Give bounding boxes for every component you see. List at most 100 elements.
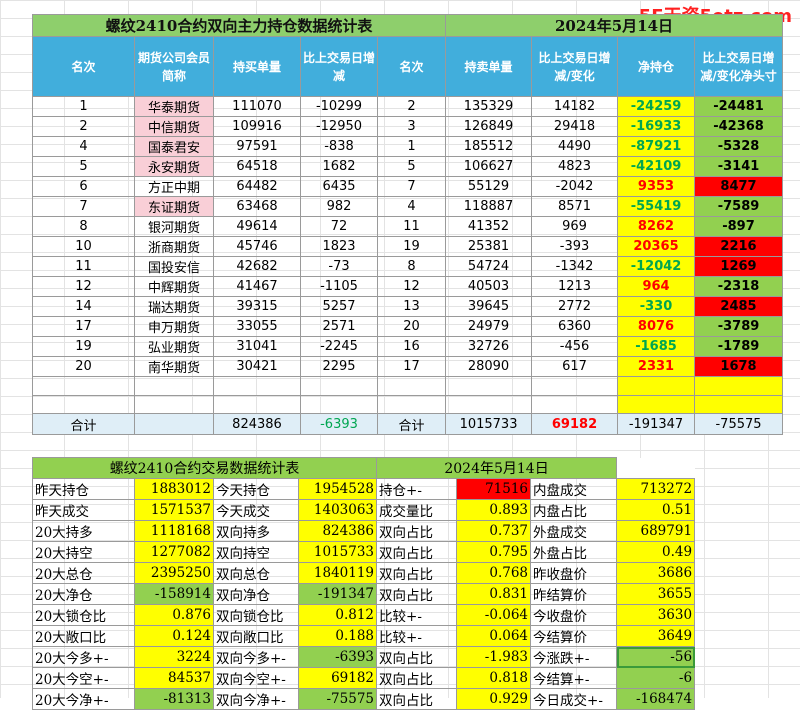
table-cell: -12950 xyxy=(300,116,378,137)
table-cell: 185512 xyxy=(445,136,533,157)
table-cell: 昨天成交 xyxy=(32,499,135,521)
table-cell: 135329 xyxy=(445,96,533,117)
table-row: 19 弘业期货 31041 -2245 16 32726 -456 -1685 -1789 xyxy=(32,336,784,357)
table-cell: 国投安信 xyxy=(134,256,214,277)
trade-table: 螺纹2410合约交易数据统计表 2024年5月14日 昨天持仓 1883012 今天… xyxy=(31,457,696,710)
table-cell: 20大锁仓比 xyxy=(32,604,135,626)
table-row: 17 申万期货 33055 2571 20 24979 6360 8076 -3789 xyxy=(32,316,784,337)
table-row: 20大锁仓比 0.876 双向锁仓比 0.812 比较+- -0.064 今收盘价 3630 xyxy=(32,604,696,626)
table-cell: -87921 xyxy=(617,136,696,157)
table-row: 1 华泰期货 111070 -10299 2 135329 14182 -24259 -2448… xyxy=(32,96,784,117)
table-cell: 今日成交+- xyxy=(530,688,618,710)
table-cell: 8477 xyxy=(694,176,784,197)
table-cell: 2295 xyxy=(300,356,378,377)
table-cell: 689791 xyxy=(616,520,696,542)
table-row: 20 南华期货 30421 2295 17 28090 617 2331 1678 xyxy=(32,356,784,377)
table-cell: 比较+- xyxy=(376,604,458,626)
empty-cell xyxy=(300,394,378,414)
table-cell: 1213 xyxy=(531,276,619,297)
table-cell: 4 xyxy=(32,136,135,157)
table-cell: 1 xyxy=(32,96,135,117)
table-cell: 内盘占比 xyxy=(530,499,618,521)
table-cell: 2485 xyxy=(694,296,784,317)
table-cell: -75575 xyxy=(297,688,378,710)
table-cell: 13 xyxy=(376,296,447,317)
table-cell: 今结算价 xyxy=(530,625,618,647)
table-cell: 84537 xyxy=(134,667,214,689)
table-cell: -7589 xyxy=(694,196,784,217)
table-cell: 双向今多+- xyxy=(213,646,299,668)
table-cell: 28090 xyxy=(445,356,533,377)
empty-cell xyxy=(376,376,447,396)
table-cell: 3630 xyxy=(616,604,696,626)
total-cell: -6393 xyxy=(300,413,378,435)
empty-cell xyxy=(213,394,301,414)
bottom-table-title: 螺纹2410合约交易数据统计表 xyxy=(31,457,378,479)
table-cell: 106627 xyxy=(445,156,533,177)
table-row: 昨天成交 1571537 今天成交 1403063 成交量比 0.893 内盘占比 0.51 xyxy=(32,499,696,521)
bottom-table-date: 2024年5月14日 xyxy=(376,457,618,479)
table-cell: 0.768 xyxy=(456,562,532,584)
table-cell: -191347 xyxy=(297,583,378,605)
table-cell: -12042 xyxy=(617,256,696,277)
table-cell: 双向占比 xyxy=(376,646,458,668)
table-cell: -1105 xyxy=(300,276,378,297)
table-cell: 昨收盘价 xyxy=(530,562,618,584)
table-cell: 双向占比 xyxy=(376,688,458,710)
table-cell: 39315 xyxy=(213,296,301,317)
table-cell: -1.983 xyxy=(456,646,532,668)
empty-cell xyxy=(32,394,135,414)
table-cell: -330 xyxy=(617,296,696,317)
empty-cell xyxy=(445,376,533,396)
table-cell: 银河期货 xyxy=(134,216,214,237)
table-cell: 方正中期 xyxy=(134,176,214,197)
table-cell: -81313 xyxy=(134,688,214,710)
table-cell: 14182 xyxy=(531,96,619,117)
total-cell: 69182 xyxy=(531,413,619,435)
table-cell: 8076 xyxy=(617,316,696,337)
total-row: 合计 824386 -6393 合计 1015733 69182 -191347 -75575 xyxy=(32,413,784,435)
table-cell: 弘业期货 xyxy=(134,336,214,357)
table-cell: 964 xyxy=(617,276,696,297)
table-cell: 20大敞口比 xyxy=(32,625,135,647)
table-cell: 双向今空+- xyxy=(213,667,299,689)
table-cell: -6 xyxy=(616,667,696,689)
table-cell: 11 xyxy=(32,256,135,277)
table-cell: 南华期货 xyxy=(134,356,214,377)
empty-cell xyxy=(376,394,447,414)
empty-cell xyxy=(134,376,214,396)
column-header: 比上交易日增减 xyxy=(300,36,378,97)
table-cell: 双向锁仓比 xyxy=(213,604,299,626)
table-cell: 1823 xyxy=(300,236,378,257)
table-cell: 国泰君安 xyxy=(134,136,214,157)
table-row: 20大今净+- -81313 双向今净+- -75575 双向占比 0.929 今日成交+-… xyxy=(32,688,696,710)
table-cell: 瑞达期货 xyxy=(134,296,214,317)
table-cell: 2395250 xyxy=(134,562,214,584)
empty-cell xyxy=(617,394,696,414)
table-cell: 成交量比 xyxy=(376,499,458,521)
table-cell: 32726 xyxy=(445,336,533,357)
table-cell: 118887 xyxy=(445,196,533,217)
table-cell: 0.818 xyxy=(456,667,532,689)
table-cell: -3789 xyxy=(694,316,784,337)
table-cell: 4490 xyxy=(531,136,619,157)
empty-cell xyxy=(134,394,214,414)
table-row: 10 浙商期货 45746 1823 19 25381 -393 20365 2216 xyxy=(32,236,784,257)
table-cell: 2216 xyxy=(694,236,784,257)
table-cell: 20大今净+- xyxy=(32,688,135,710)
table-cell: 中辉期货 xyxy=(134,276,214,297)
table-cell: 双向占比 xyxy=(376,667,458,689)
table-cell: -24481 xyxy=(694,96,784,117)
table-cell: 982 xyxy=(300,196,378,217)
table-cell: 0.064 xyxy=(456,625,532,647)
table-cell: 20大总仓 xyxy=(32,562,135,584)
table-cell: 今天成交 xyxy=(213,499,299,521)
column-header: 比上交易日增减/变化净头寸 xyxy=(694,36,784,97)
table-row: 11 国投安信 42682 -73 8 54724 -1342 -12042 1269 xyxy=(32,256,784,277)
table-cell: 0.188 xyxy=(297,625,378,647)
table-cell: 64518 xyxy=(213,156,301,177)
table-cell: 持仓+- xyxy=(376,478,458,500)
table-cell: 1954528 xyxy=(297,478,378,500)
table-cell: 20大持空 xyxy=(32,541,135,563)
table-row: 8 银河期货 49614 72 11 41352 969 8262 -897 xyxy=(32,216,784,237)
